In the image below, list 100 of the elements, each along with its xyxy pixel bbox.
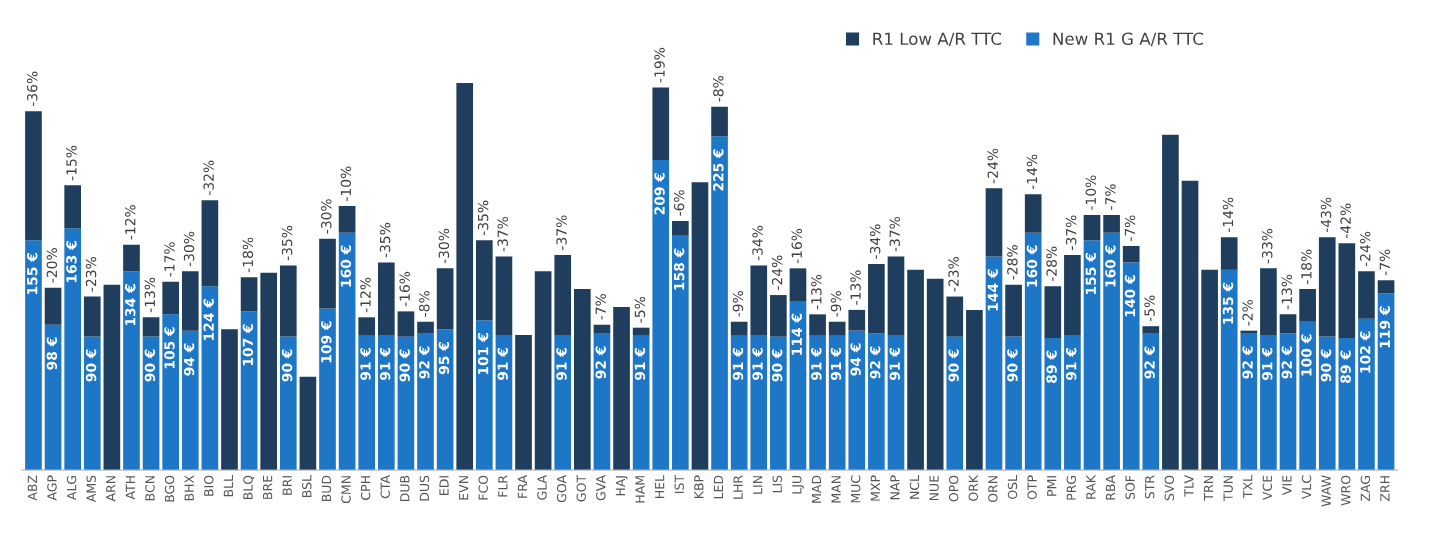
bar — [554, 255, 572, 336]
bar — [436, 268, 454, 330]
data-label: 155 € — [26, 252, 38, 294]
bar — [1299, 289, 1316, 322]
bar — [1260, 335, 1277, 471]
data-label: 135 € — [1222, 282, 1234, 324]
data-label: 225 € — [713, 149, 724, 191]
x-tick-label: ZRH — [1380, 476, 1390, 502]
bar — [299, 376, 317, 471]
x-tick-label: MAD — [811, 475, 822, 503]
x-tick-label: CPH — [360, 476, 371, 500]
annotation: -35% — [379, 222, 391, 258]
data-label: 155 € — [1085, 252, 1097, 294]
bar — [338, 206, 356, 233]
x-tick-label: ATH — [125, 476, 135, 500]
data-label: 90 € — [1320, 349, 1332, 382]
x-tick-label: NUE — [929, 475, 939, 501]
annotation: -20% — [46, 248, 58, 283]
annotation: -23% — [85, 256, 97, 292]
bar — [789, 268, 807, 301]
x-tick-label: IST — [674, 474, 684, 493]
bar — [83, 296, 101, 337]
bar — [181, 271, 199, 331]
x-tick-label: GOA — [556, 475, 567, 503]
data-label: 91 € — [889, 347, 901, 381]
data-label: 92 € — [869, 346, 881, 379]
x-tick-label: CMN — [341, 476, 351, 504]
annotation: -16% — [399, 271, 410, 307]
bar — [946, 336, 964, 471]
annotation: -34% — [869, 224, 881, 259]
x-tick-label: BCN — [145, 476, 155, 501]
bar — [1122, 262, 1140, 471]
x-tick-label: SVO — [1164, 475, 1175, 501]
x-tick-label: LED — [713, 475, 723, 499]
data-label: 134 € — [125, 284, 136, 326]
bar — [926, 278, 944, 471]
annotation: -9% — [830, 291, 842, 317]
x-tick-label: BLL — [223, 475, 233, 497]
x-tick-label: GVA — [596, 475, 606, 501]
x-tick-label: WAW — [1321, 475, 1331, 507]
annotation: -28% — [1007, 245, 1018, 280]
bar — [613, 306, 630, 471]
bar — [83, 336, 101, 471]
data-label: 90 € — [771, 349, 783, 382]
annotation: -35% — [281, 225, 293, 261]
bar — [1377, 280, 1395, 294]
bar — [25, 240, 42, 471]
data-label: 92 € — [419, 346, 430, 379]
bar — [1103, 232, 1120, 471]
annotation: -37% — [1065, 215, 1077, 250]
annotation: -24% — [1359, 231, 1371, 267]
x-tick-label: EVN — [459, 476, 469, 500]
data-label: 91 € — [752, 347, 763, 381]
data-label: 160 € — [1026, 245, 1038, 287]
x-tick-label: TLV — [1184, 475, 1194, 497]
bar — [495, 256, 513, 336]
x-tick-label: BHX — [184, 475, 194, 501]
bar — [887, 256, 905, 336]
bar — [966, 309, 983, 471]
bar — [828, 335, 846, 471]
annotation: -34% — [752, 225, 763, 261]
bar — [672, 220, 689, 236]
annotation: -18% — [1301, 249, 1312, 284]
bar — [985, 256, 1003, 471]
bar — [1318, 237, 1336, 337]
data-label: 160 € — [1105, 245, 1116, 287]
annotation: -37% — [889, 216, 901, 252]
x-tick-label: ARN — [106, 476, 116, 502]
bar — [1044, 286, 1062, 339]
bar — [868, 333, 885, 471]
bar — [672, 235, 689, 471]
annotation: -8% — [713, 75, 724, 102]
x-tick-label: VLC — [1301, 475, 1312, 500]
bar — [1024, 232, 1042, 471]
x-tick-label: NCL — [909, 475, 920, 499]
data-label: 92 € — [595, 346, 606, 379]
bar — [554, 335, 572, 471]
bar — [809, 335, 826, 471]
x-tick-label: BSL — [302, 475, 312, 497]
data-label: 91 € — [1261, 347, 1273, 381]
x-tick-label: HEL — [655, 475, 665, 498]
bar — [64, 185, 81, 229]
bar — [338, 232, 356, 471]
bar — [1142, 326, 1160, 334]
annotation: -5% — [1144, 295, 1155, 322]
annotation: -13% — [1281, 274, 1293, 310]
x-tick-label: HAM — [635, 476, 645, 503]
x-tick-label: BIO — [204, 475, 214, 496]
bar — [181, 330, 199, 471]
x-tick-label: LIN — [753, 476, 763, 494]
x-tick-label: DUB — [400, 475, 410, 502]
annotation: -32% — [203, 160, 214, 195]
bar — [1064, 335, 1081, 471]
bar — [652, 87, 670, 161]
annotation: -17% — [164, 242, 175, 277]
bar — [593, 324, 611, 334]
bar — [417, 333, 434, 471]
x-tick-label: BGO — [164, 475, 175, 502]
x-tick-label: OPO — [948, 475, 959, 502]
bar — [652, 160, 670, 471]
